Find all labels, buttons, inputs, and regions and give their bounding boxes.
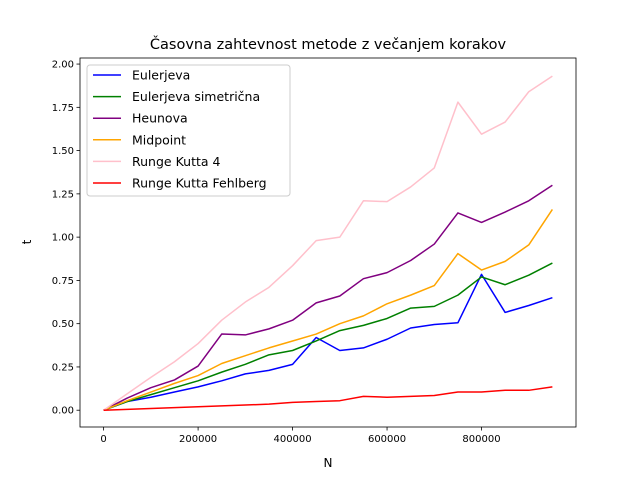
x-tick-label-4: 800000 xyxy=(462,434,500,445)
series-line-2 xyxy=(103,184,553,411)
x-tick-label-1: 200000 xyxy=(179,434,217,445)
chart-title: Časovna zahtevnost metode z večanjem kor… xyxy=(150,35,507,53)
series-line-1 xyxy=(103,262,553,411)
series-line-3 xyxy=(103,209,554,411)
series-line-5 xyxy=(103,386,553,411)
legend-label-0: Eulerjeva xyxy=(132,68,190,83)
legend-label-5: Runge Kutta Fehlberg xyxy=(132,176,267,191)
plot-frame xyxy=(79,57,577,428)
x-tick-label-2: 400000 xyxy=(273,434,311,445)
legend-box xyxy=(86,64,291,197)
y-tick-label-3: 0.75 xyxy=(52,276,74,287)
series-layer xyxy=(103,75,554,411)
y-tick-label-7: 1.75 xyxy=(52,103,74,114)
y-tick-label-6: 1.50 xyxy=(52,146,74,157)
legend-label-1: Eulerjeva simetrična xyxy=(132,89,260,104)
y-tick-label-2: 0.50 xyxy=(52,319,74,330)
x-tick-label-3: 600000 xyxy=(368,434,406,445)
legend-label-2: Heunova xyxy=(132,111,188,126)
y-tick-label-8: 2.00 xyxy=(52,60,74,71)
legend: Eulerjeva Eulerjeva simetrična Heunova Midp… xyxy=(86,64,291,197)
y-tick-label-0: 0.00 xyxy=(52,406,74,417)
x-tick-label-0: 0 xyxy=(100,434,106,445)
series-line-4 xyxy=(103,75,553,411)
y-tick-label-5: 1.25 xyxy=(52,189,74,200)
y-tick-label-4: 1.00 xyxy=(52,233,74,244)
series-line-0 xyxy=(103,273,553,411)
legend-label-4: Runge Kutta 4 xyxy=(132,154,220,169)
y-tick-label-1: 0.25 xyxy=(52,362,74,373)
x-axis-label: N xyxy=(324,456,333,470)
y-axis-label: t xyxy=(20,239,34,244)
legend-items: Eulerjeva Eulerjeva simetrična Heunova Midp… xyxy=(93,68,267,191)
tick-layer: 0 200000 400000 600000 800000 0.00 0.25 0.50 0.7… xyxy=(52,60,501,445)
legend-label-3: Midpoint xyxy=(132,132,186,147)
